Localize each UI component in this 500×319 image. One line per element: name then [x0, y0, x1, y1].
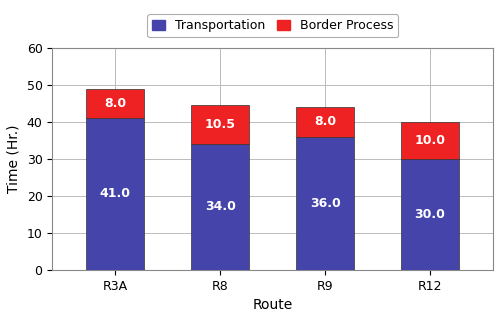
Bar [401, 122, 459, 159]
Bar [192, 144, 249, 270]
Bar [296, 137, 354, 270]
Bar [296, 107, 354, 137]
Bar [86, 118, 144, 270]
Text: 8.0: 8.0 [104, 97, 126, 110]
Text: 36.0: 36.0 [310, 197, 340, 210]
Text: 41.0: 41.0 [100, 188, 130, 200]
X-axis label: Route: Route [252, 298, 293, 312]
Bar [86, 89, 144, 118]
Legend: Transportation, Border Process: Transportation, Border Process [147, 14, 399, 37]
Text: 10.5: 10.5 [204, 118, 236, 131]
Text: 30.0: 30.0 [414, 208, 446, 221]
Bar [192, 105, 249, 144]
Text: 34.0: 34.0 [204, 200, 236, 213]
Text: 8.0: 8.0 [314, 115, 336, 128]
Text: 10.0: 10.0 [414, 134, 446, 147]
Bar [401, 159, 459, 270]
Y-axis label: Time (Hr.): Time (Hr.) [7, 124, 21, 193]
